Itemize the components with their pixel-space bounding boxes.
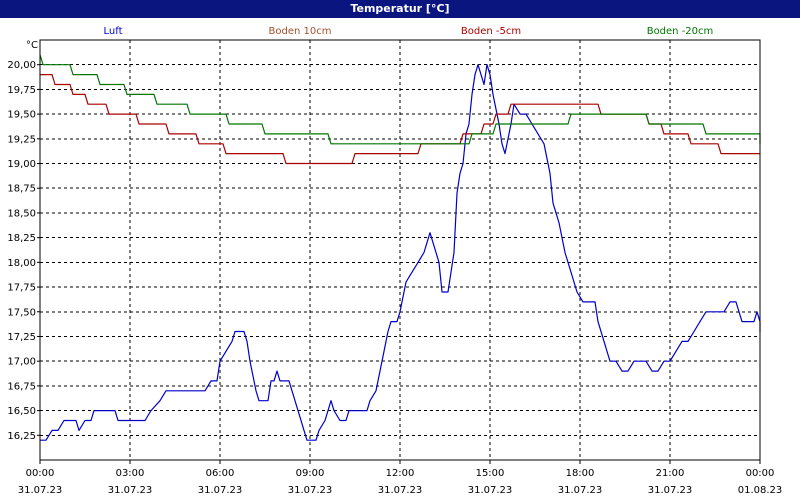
plot-frame xyxy=(39,39,761,461)
x-tick-time-label: 12:00 xyxy=(386,468,415,479)
x-tick-date-label: 31.07.23 xyxy=(378,485,423,496)
x-tick-time-label: 00:00 xyxy=(26,468,55,479)
y-tick-label: 17,75 xyxy=(7,283,36,294)
y-tick-label: 16,75 xyxy=(7,381,36,392)
x-tick-time-label: 18:00 xyxy=(566,468,595,479)
y-tick-label: 20,00 xyxy=(7,60,36,71)
window-title: Temperatur [°C] xyxy=(0,0,800,18)
chart-series xyxy=(39,54,761,441)
temperature-chart: Luft Boden 10cm Boden -5cm Boden -20cm °C 20… xyxy=(0,18,800,500)
chart-grid xyxy=(40,40,760,460)
x-tick-date-label: 31.07.23 xyxy=(288,485,333,496)
x-tick-time-label: 06:00 xyxy=(206,468,235,479)
x-tick-date-label: 31.07.23 xyxy=(558,485,603,496)
x-tick-date-label: 01.08.23 xyxy=(738,485,783,496)
x-axis: 00:00 31.07.23 03:00 31.07.23 06:00 31.07.23 0… xyxy=(18,460,783,496)
x-tick-time-label: 15:00 xyxy=(476,468,505,479)
chart-legend: Luft Boden 10cm Boden -5cm Boden -20cm xyxy=(104,26,714,37)
y-axis-unit-label: °C xyxy=(26,40,38,51)
x-tick-date-label: 31.07.23 xyxy=(108,485,153,496)
y-tick-label: 18,75 xyxy=(7,184,36,195)
series-line-luft xyxy=(40,64,761,441)
x-tick-time-label: 09:00 xyxy=(296,468,325,479)
y-axis: °C 20,00 19,75 19,50 19,25 19,00 18,75 18,50 18,… xyxy=(7,40,40,442)
y-tick-label: 19,75 xyxy=(7,85,36,96)
x-tick-date-label: 31.07.23 xyxy=(198,485,243,496)
x-tick-time-label: 03:00 xyxy=(116,468,145,479)
series-line-boden-20cm xyxy=(39,54,761,145)
x-tick-date-label: 31.07.23 xyxy=(648,485,693,496)
y-tick-label: 19,50 xyxy=(7,110,36,121)
legend-item: Luft xyxy=(104,26,123,37)
y-tick-label: 17,25 xyxy=(7,332,36,343)
y-tick-label: 17,50 xyxy=(7,307,36,318)
y-tick-label: 19,00 xyxy=(7,159,36,170)
y-tick-label: 17,00 xyxy=(7,357,36,368)
y-tick-label: 18,25 xyxy=(7,233,36,244)
legend-item: Boden -20cm xyxy=(647,26,714,37)
y-tick-label: 18,00 xyxy=(7,258,36,269)
legend-item: Boden -5cm xyxy=(461,26,521,37)
x-tick-time-label: 21:00 xyxy=(656,468,685,479)
y-tick-label: 16,25 xyxy=(7,431,36,442)
legend-item: Boden 10cm xyxy=(269,26,332,37)
y-tick-label: 19,25 xyxy=(7,134,36,145)
y-tick-label: 18,50 xyxy=(7,208,36,219)
x-tick-time-label: 00:00 xyxy=(746,468,775,479)
y-tick-label: 16,50 xyxy=(7,406,36,417)
x-tick-date-label: 31.07.23 xyxy=(468,485,513,496)
x-tick-date-label: 31.07.23 xyxy=(18,485,63,496)
